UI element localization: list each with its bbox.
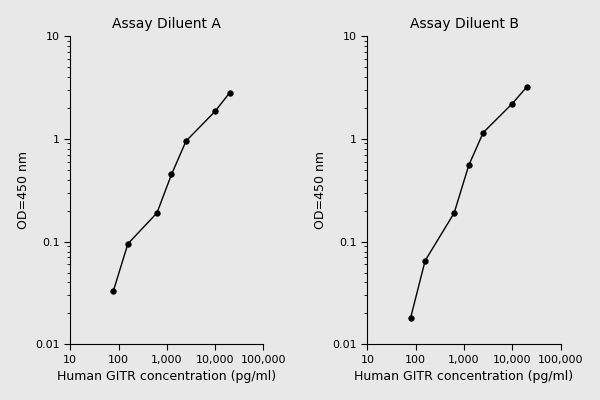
Title: Assay Diluent A: Assay Diluent A (112, 17, 221, 31)
X-axis label: Human GITR concentration (pg/ml): Human GITR concentration (pg/ml) (57, 370, 277, 383)
Title: Assay Diluent B: Assay Diluent B (410, 17, 518, 31)
X-axis label: Human GITR concentration (pg/ml): Human GITR concentration (pg/ml) (355, 370, 574, 383)
Y-axis label: OD=450 nm: OD=450 nm (17, 151, 29, 229)
Y-axis label: OD=450 nm: OD=450 nm (314, 151, 327, 229)
